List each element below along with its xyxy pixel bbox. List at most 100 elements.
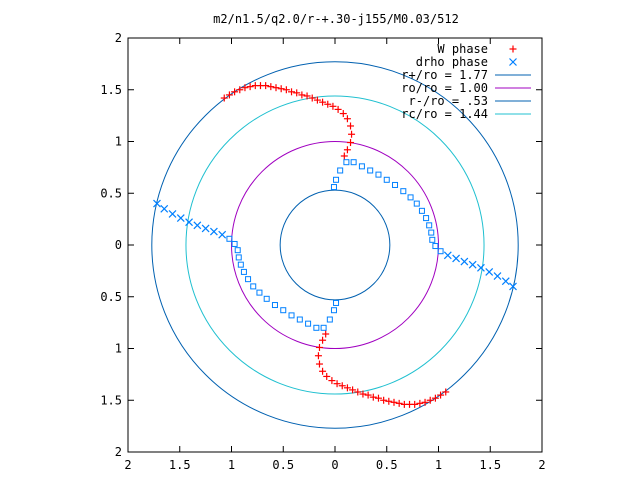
- data-point: [313, 96, 321, 104]
- legend-label: r-/ro = .53: [409, 94, 488, 108]
- data-point: [240, 268, 247, 275]
- y-tick-label: 1.5: [100, 83, 122, 97]
- data-point: [347, 139, 355, 147]
- data-point: [328, 377, 336, 385]
- data-point: [263, 295, 270, 302]
- data-point: [209, 227, 218, 236]
- data-point: [313, 324, 320, 331]
- x-tick-label: 1: [435, 458, 442, 472]
- data-point: [333, 380, 341, 388]
- reference-circle: [185, 95, 485, 395]
- data-point: [293, 89, 301, 97]
- x-tick-label: 0.5: [376, 458, 398, 472]
- data-point: [234, 247, 241, 254]
- data-point: [329, 102, 337, 110]
- data-point: [271, 302, 278, 309]
- data-points: [153, 82, 517, 408]
- data-point: [237, 261, 244, 268]
- y-tick-label: 2: [115, 31, 122, 45]
- data-point: [226, 235, 233, 242]
- x-tick-label: 1: [228, 458, 235, 472]
- data-point: [426, 396, 434, 404]
- x-tick-label: 2: [538, 458, 545, 472]
- y-tick-label: 1: [115, 342, 122, 356]
- data-point: [272, 84, 280, 92]
- data-point: [308, 94, 316, 102]
- data-point: [407, 194, 414, 201]
- data-point: [421, 398, 429, 406]
- data-point: [241, 84, 249, 92]
- data-point: [460, 257, 469, 266]
- legend-label: drho phase: [416, 55, 488, 69]
- data-point: [303, 92, 311, 100]
- data-point: [431, 394, 439, 402]
- data-point: [437, 391, 445, 399]
- data-point: [428, 229, 435, 236]
- data-point: [437, 248, 444, 255]
- data-point: [296, 316, 303, 323]
- legend-label: W phase: [437, 42, 488, 56]
- x-tick-label: 1.5: [479, 458, 501, 472]
- y-tick-label: 0: [115, 238, 122, 252]
- data-point: [485, 267, 494, 276]
- data-point: [288, 88, 296, 96]
- data-point: [201, 224, 210, 233]
- data-point: [330, 307, 337, 314]
- data-point: [326, 316, 333, 323]
- data-point: [323, 372, 331, 380]
- data-point: [343, 115, 351, 123]
- data-point: [176, 214, 185, 223]
- x-tick-label: 2: [124, 458, 131, 472]
- x-tick-label: 0.5: [272, 458, 294, 472]
- data-point: [443, 251, 452, 260]
- data-point: [477, 263, 485, 272]
- legend-label: rc/ro = 1.44: [401, 107, 488, 121]
- data-point: [509, 282, 517, 291]
- legend-label: r+/ro = 1.77: [401, 68, 488, 82]
- data-point: [319, 98, 327, 106]
- data-point: [418, 207, 425, 214]
- data-point: [358, 163, 365, 170]
- data-point: [298, 91, 306, 99]
- data-point: [256, 289, 263, 296]
- data-point: [400, 188, 407, 195]
- data-point: [231, 88, 239, 96]
- legend-label: ro/ro = 1.00: [401, 81, 488, 95]
- data-point: [245, 276, 252, 283]
- data-point: [343, 146, 351, 154]
- reference-circle: [231, 141, 439, 349]
- data-point: [350, 159, 357, 166]
- data-point: [395, 399, 403, 407]
- data-point: [380, 396, 388, 404]
- data-point: [369, 393, 377, 401]
- y-tick-label: 0.5: [100, 186, 122, 200]
- data-point: [322, 330, 330, 338]
- data-point: [282, 86, 290, 94]
- chart-title: m2/n1.5/q2.0/r-+.30-j155/M0.03/512: [213, 12, 459, 26]
- data-point: [349, 386, 357, 394]
- data-point: [375, 171, 382, 178]
- data-point: [330, 184, 337, 191]
- data-point: [319, 367, 327, 375]
- y-tick-label: 2: [115, 445, 122, 459]
- x-tick-label: 0: [331, 458, 338, 472]
- data-point: [374, 394, 382, 402]
- data-point: [220, 94, 228, 102]
- data-point: [347, 122, 355, 130]
- data-point: [280, 307, 287, 314]
- reference-circle: [279, 189, 391, 301]
- data-point: [160, 204, 169, 213]
- data-point: [225, 91, 233, 99]
- data-point: [320, 324, 327, 331]
- data-point: [315, 343, 323, 351]
- data-point: [339, 110, 347, 118]
- data-point: [185, 218, 193, 227]
- data-point: [334, 105, 342, 113]
- data-point: [452, 254, 461, 263]
- reference-circles: [151, 61, 519, 429]
- data-point: [250, 283, 257, 290]
- data-point: [319, 336, 327, 344]
- data-point: [348, 130, 356, 138]
